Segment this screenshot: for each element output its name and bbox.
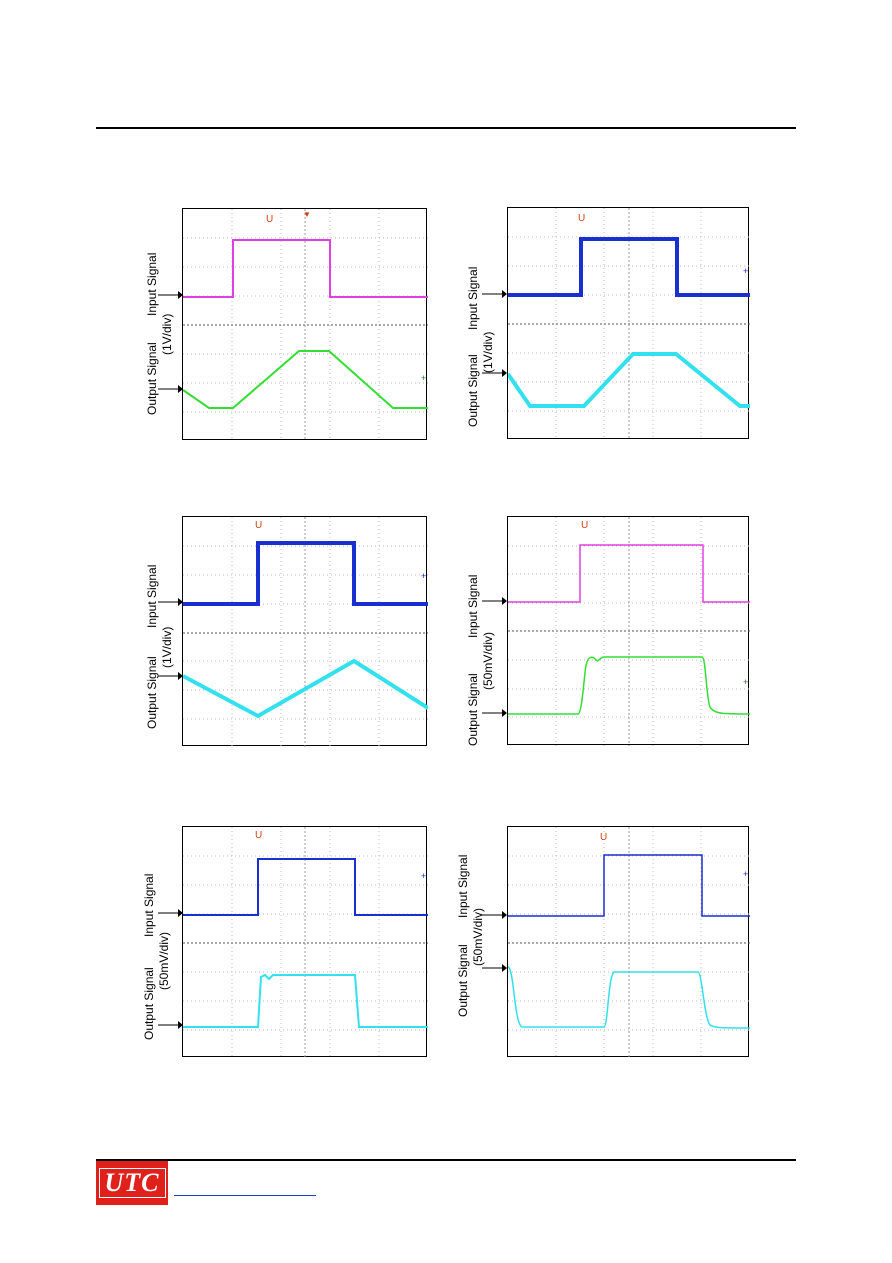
oscilloscope-plot-2: U + [507,207,750,440]
output-level-arrow [158,385,183,393]
oscilloscope-plot-3: U + [182,516,428,747]
svg-text:U: U [600,832,607,843]
scope-grid: U + [508,208,750,440]
input-level-arrow [158,909,183,917]
output-signal-label: Output Signal [145,656,159,729]
oscilloscope-plot-1: U ▼ + [182,208,428,441]
footer-rule [96,1159,796,1161]
input-signal-label: Input Signal [145,564,159,628]
output-level-arrow [158,672,183,680]
input-level-arrow [158,598,183,606]
oscilloscope-plot-5: U + [182,826,428,1058]
input-signal-label: Input Signal [142,873,156,937]
input-level-arrow [158,291,183,299]
header-rule [96,127,796,129]
output-signal-label: Output Signal [142,967,156,1040]
scope-grid: U + [508,517,750,746]
scope-grid: U ▼ + [183,209,428,441]
svg-text:+: + [743,266,748,276]
output-level-arrow [158,1021,183,1029]
svg-text:+: + [743,869,748,879]
svg-text:▼: ▼ [303,210,311,219]
output-signal-label: Output Signal [145,342,159,415]
output-signal-label: Output Signal [456,944,470,1017]
scope-grid: U + [508,827,750,1058]
svg-text:U: U [578,213,585,224]
output-level-arrow [482,964,507,972]
input-signal-label: Input Signal [145,252,159,316]
output-signal-label: Output Signal [466,673,480,746]
scale-label: (1V/div) [481,331,495,373]
utc-logo: UTC [96,1161,168,1205]
scale-label: (1V/div) [160,313,174,355]
logo-text: UTC [104,1168,160,1197]
output-level-arrow [482,369,507,377]
input-level-arrow [482,290,507,298]
footer-link-underline[interactable] [174,1195,316,1196]
input-level-arrow [482,911,507,919]
oscilloscope-plot-6: U + [507,826,750,1058]
output-signal-label: Output Signal [466,354,480,427]
svg-text:+: + [421,373,426,383]
svg-text:+: + [421,571,426,581]
scope-grid: U + [183,517,428,747]
svg-text:U: U [255,520,262,531]
svg-text:+: + [743,677,748,687]
oscilloscope-plot-4: U + [507,516,750,746]
svg-text:+: + [421,871,426,881]
svg-text:U: U [266,214,273,225]
scale-label: (50mV/div) [471,907,485,966]
input-signal-label: Input Signal [466,266,480,330]
output-level-arrow [482,709,507,717]
scale-label: (50mV/div) [157,931,171,990]
scale-label: (50mV/div) [481,631,495,690]
svg-text:U: U [581,520,588,531]
svg-text:U: U [255,830,262,841]
input-signal-label: Input Signal [456,854,470,918]
scope-grid: U + [183,827,428,1058]
input-signal-label: Input Signal [466,574,480,638]
scale-label: (1V/div) [160,626,174,668]
input-level-arrow [482,597,507,605]
